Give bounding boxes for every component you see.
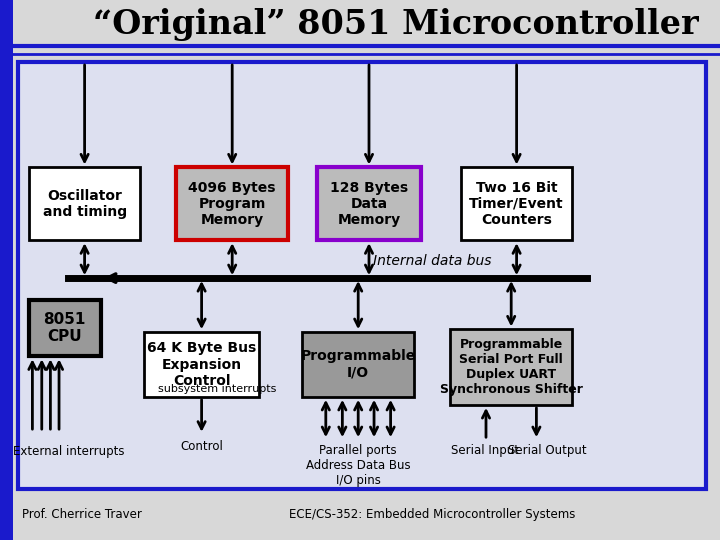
Text: External interrupts: External interrupts [13, 446, 124, 458]
Text: Control: Control [180, 440, 223, 453]
Text: Programmable
I/O: Programmable I/O [300, 349, 416, 380]
Text: Serial Output: Serial Output [508, 444, 587, 457]
Text: ECE/CS-352: Embedded Microcontroller Systems: ECE/CS-352: Embedded Microcontroller Sys… [289, 508, 575, 521]
Bar [29, 167, 140, 240]
Text: subsystem interrupts: subsystem interrupts [158, 384, 276, 394]
Bar [176, 167, 288, 240]
Bar [18, 62, 706, 489]
Text: 64 K Byte Bus
Expansion
Control: 64 K Byte Bus Expansion Control [147, 341, 256, 388]
Text: Programmable
Serial Port Full
Duplex UART
Synchronous Shifter: Programmable Serial Port Full Duplex UAR… [440, 338, 582, 396]
Text: Oscillator
and timing: Oscillator and timing [42, 189, 127, 219]
Bar [450, 329, 572, 405]
Bar [461, 167, 572, 240]
Bar [302, 332, 414, 397]
Text: Prof. Cherrice Traver: Prof. Cherrice Traver [22, 508, 141, 521]
Text: Two 16 Bit
Timer/Event
Counters: Two 16 Bit Timer/Event Counters [469, 181, 564, 227]
Text: “Original” 8051 Microcontroller: “Original” 8051 Microcontroller [93, 8, 699, 41]
Text: 128 Bytes
Data
Memory: 128 Bytes Data Memory [330, 181, 408, 227]
Bar [29, 300, 101, 356]
Text: 8051
CPU: 8051 CPU [44, 312, 86, 345]
Text: Internal data bus: Internal data bus [373, 254, 491, 268]
Bar [317, 167, 421, 240]
Bar [144, 332, 259, 397]
Text: 4096 Bytes
Program
Memory: 4096 Bytes Program Memory [189, 181, 276, 227]
Text: Parallel ports
Address Data Bus
I/O pins: Parallel ports Address Data Bus I/O pins [306, 444, 410, 487]
Text: Serial Input: Serial Input [451, 444, 518, 457]
Bar [0, 0, 13, 540]
